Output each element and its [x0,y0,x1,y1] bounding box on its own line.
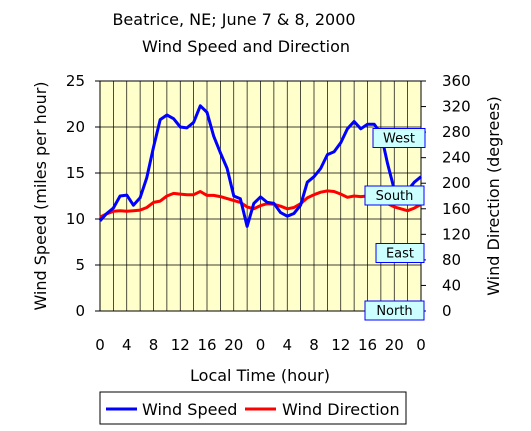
right-tick-label: 320 [442,98,471,116]
direction-label-box [364,300,425,321]
x-axis-ticks: 0 4 8 12 16 20 0 4 8 12 16 20 0 [95,336,426,354]
left-tick-label: 15 [66,164,85,182]
left-tick-label: 25 [66,72,85,90]
right-tick-label: 80 [442,251,461,269]
x-axis-label: Local Time (hour) [190,366,330,385]
legend-label-wind-speed: Wind Speed [142,400,237,419]
series-line-wind-speed [98,104,422,228]
left-tick-label: 0 [75,302,85,320]
x-tick-label: 12 [171,336,190,354]
x-tick-label: 20 [224,336,243,354]
direction-label-text: West [383,132,415,147]
direction-label-box [364,185,425,206]
direction-labels: North East South West [364,128,426,321]
direction-label-box [375,243,425,263]
x-tick-label: 20 [385,336,404,354]
legend-label-wind-direction: Wind Direction [282,400,400,419]
direction-label-west: West [372,128,426,148]
x-tick-label: 16 [358,336,377,354]
right-tick-label: 40 [442,276,461,294]
x-tick-label: 0 [95,336,105,354]
right-axis-ticks: 0 40 80 120 160 200 240 280 320 360 [421,72,471,320]
direction-label-box [372,128,426,148]
direction-label-north: North [364,300,425,321]
right-tick-label: 120 [442,225,471,243]
y-axis-right-label: Wind Direction (degrees) [484,96,503,296]
chart-title: Beatrice, NE; June 7 & 8, 2000 [112,10,355,29]
right-tick-label: 160 [442,200,471,218]
right-tick-label: 200 [442,174,471,192]
y-axis-left-label: Wind Speed (miles per hour) [31,81,50,310]
left-tick-label: 10 [66,210,85,228]
x-tick-label: 16 [197,336,216,354]
x-tick-label: 4 [122,336,132,354]
right-tick-label: 280 [442,123,471,141]
right-tick-label: 360 [442,72,471,90]
direction-label-text: South [376,189,414,204]
left-tick-label: 5 [75,256,85,274]
direction-label-text: East [386,247,414,262]
x-tick-label: 0 [256,336,266,354]
x-tick-label: 8 [309,336,319,354]
left-axis-ticks: 0 5 10 15 20 25 [66,72,100,320]
x-tick-label: 8 [149,336,159,354]
legend: Wind Speed Wind Direction [99,391,407,425]
chart-subtitle: Wind Speed and Direction [142,37,350,56]
right-tick-label: 240 [442,149,471,167]
left-tick-label: 20 [66,118,85,136]
right-tick-label: 0 [442,302,452,320]
x-tick-label: 4 [282,336,292,354]
x-tick-label: 12 [331,336,350,354]
x-tick-label: 0 [416,336,426,354]
direction-label-text: North [376,304,412,319]
direction-label-south: South [364,185,425,206]
direction-label-east: East [375,243,425,263]
